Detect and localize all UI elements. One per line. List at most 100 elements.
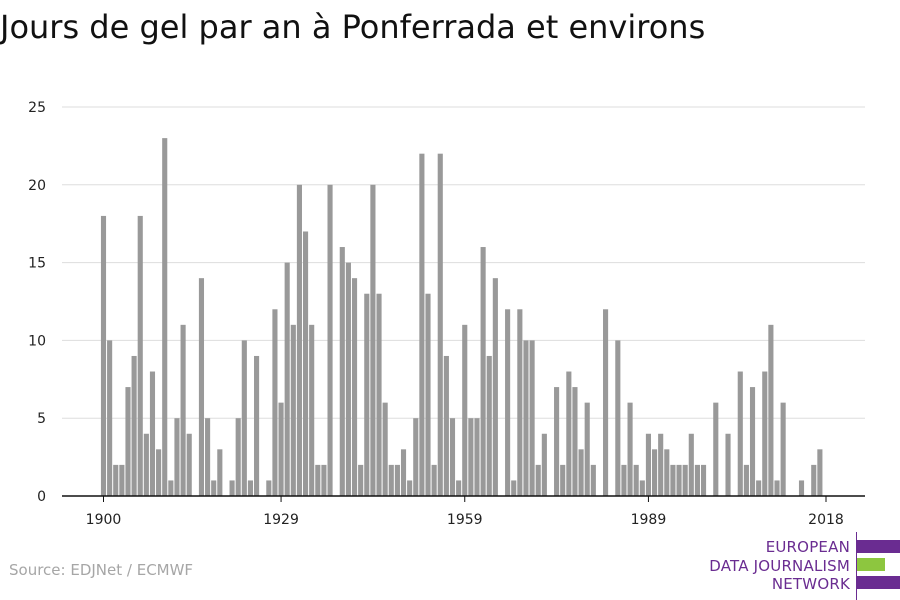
bar bbox=[725, 433, 731, 496]
bar bbox=[370, 184, 376, 497]
bar bbox=[156, 449, 162, 496]
bar bbox=[541, 433, 547, 496]
bar bbox=[590, 464, 596, 496]
y-tick-label: 5 bbox=[37, 411, 46, 427]
bar bbox=[743, 464, 749, 496]
bar bbox=[578, 449, 584, 496]
bar bbox=[645, 433, 651, 496]
bar bbox=[125, 387, 131, 496]
bar bbox=[462, 324, 468, 496]
bar bbox=[713, 402, 719, 496]
bar bbox=[780, 402, 786, 496]
logo-line-1: EUROPEAN bbox=[765, 538, 850, 556]
logo-divider bbox=[856, 532, 857, 600]
bar bbox=[456, 480, 462, 496]
bar bbox=[768, 324, 774, 496]
y-tick-label: 25 bbox=[28, 100, 46, 116]
bar bbox=[572, 387, 578, 496]
bar bbox=[376, 293, 382, 496]
bar bbox=[211, 480, 217, 496]
bar bbox=[633, 464, 639, 496]
bar bbox=[449, 418, 456, 496]
bar bbox=[400, 449, 407, 496]
y-tick-label: 20 bbox=[28, 178, 46, 194]
bar bbox=[290, 324, 296, 496]
bar bbox=[174, 418, 180, 496]
x-tick-label: 1900 bbox=[86, 512, 122, 528]
bar bbox=[284, 262, 290, 496]
bar bbox=[615, 340, 621, 496]
source-note: Source: EDJNet / ECMWF bbox=[9, 561, 194, 579]
bar bbox=[162, 138, 168, 496]
bar bbox=[107, 340, 113, 496]
bar bbox=[272, 309, 278, 496]
logo-bar-purple-bottom bbox=[857, 576, 900, 589]
x-axis-ticks: 1900 1929 1959 1989 2018 bbox=[86, 496, 844, 528]
bar bbox=[321, 464, 327, 496]
x-tick-label: 1959 bbox=[447, 512, 483, 528]
bar bbox=[492, 278, 498, 496]
logo-text: EUROPEAN DATA JOURNALISM NETWORK bbox=[709, 538, 850, 594]
logo-bar-green bbox=[857, 558, 885, 571]
logo-line-3: NETWORK bbox=[771, 575, 850, 593]
bar bbox=[529, 340, 535, 496]
bar bbox=[358, 464, 364, 496]
y-tick-label: 0 bbox=[37, 489, 46, 505]
bar bbox=[798, 480, 805, 496]
bar bbox=[229, 480, 235, 496]
bar bbox=[351, 278, 358, 496]
bar bbox=[168, 480, 174, 496]
bar bbox=[682, 464, 688, 496]
bar bbox=[517, 309, 523, 496]
bar bbox=[119, 464, 125, 496]
bar bbox=[198, 278, 205, 496]
bar bbox=[664, 449, 670, 496]
y-tick-label: 15 bbox=[28, 256, 46, 272]
bar bbox=[700, 464, 707, 496]
bar bbox=[364, 293, 370, 496]
bar bbox=[603, 309, 609, 496]
bar bbox=[468, 418, 474, 496]
bar bbox=[443, 355, 449, 496]
bar bbox=[639, 480, 645, 496]
bar bbox=[296, 184, 302, 497]
x-tick-label: 1989 bbox=[631, 512, 667, 528]
edjnet-logo: EUROPEAN DATA JOURNALISM NETWORK bbox=[700, 532, 900, 600]
bar bbox=[437, 153, 443, 496]
bar bbox=[737, 371, 743, 496]
bar bbox=[186, 433, 192, 496]
bar bbox=[480, 247, 486, 496]
bar bbox=[756, 480, 762, 496]
logo-bar-purple-top bbox=[857, 540, 900, 553]
bar bbox=[247, 480, 254, 496]
bar bbox=[309, 324, 315, 496]
y-axis-ticks: 0 5 10 15 20 25 bbox=[28, 100, 46, 505]
bar bbox=[137, 215, 143, 497]
bar bbox=[817, 449, 823, 496]
bar bbox=[676, 464, 682, 496]
bar bbox=[554, 387, 560, 496]
bar bbox=[774, 480, 780, 496]
bar bbox=[688, 433, 694, 496]
bar bbox=[505, 309, 511, 496]
bar bbox=[811, 464, 817, 496]
bar bbox=[345, 262, 351, 496]
bar bbox=[254, 355, 260, 496]
bar bbox=[143, 433, 149, 496]
bar bbox=[315, 464, 321, 496]
bar bbox=[621, 464, 627, 496]
bar bbox=[266, 480, 272, 496]
bar bbox=[235, 418, 241, 496]
bar bbox=[278, 402, 284, 496]
bar bbox=[749, 387, 756, 496]
bar bbox=[652, 449, 658, 496]
bar bbox=[474, 418, 480, 496]
bar bbox=[486, 355, 492, 496]
bar bbox=[131, 355, 137, 496]
bar bbox=[762, 371, 768, 496]
bar bbox=[407, 480, 413, 496]
bar bbox=[382, 402, 388, 496]
bar bbox=[560, 464, 566, 496]
bar bbox=[670, 464, 676, 496]
